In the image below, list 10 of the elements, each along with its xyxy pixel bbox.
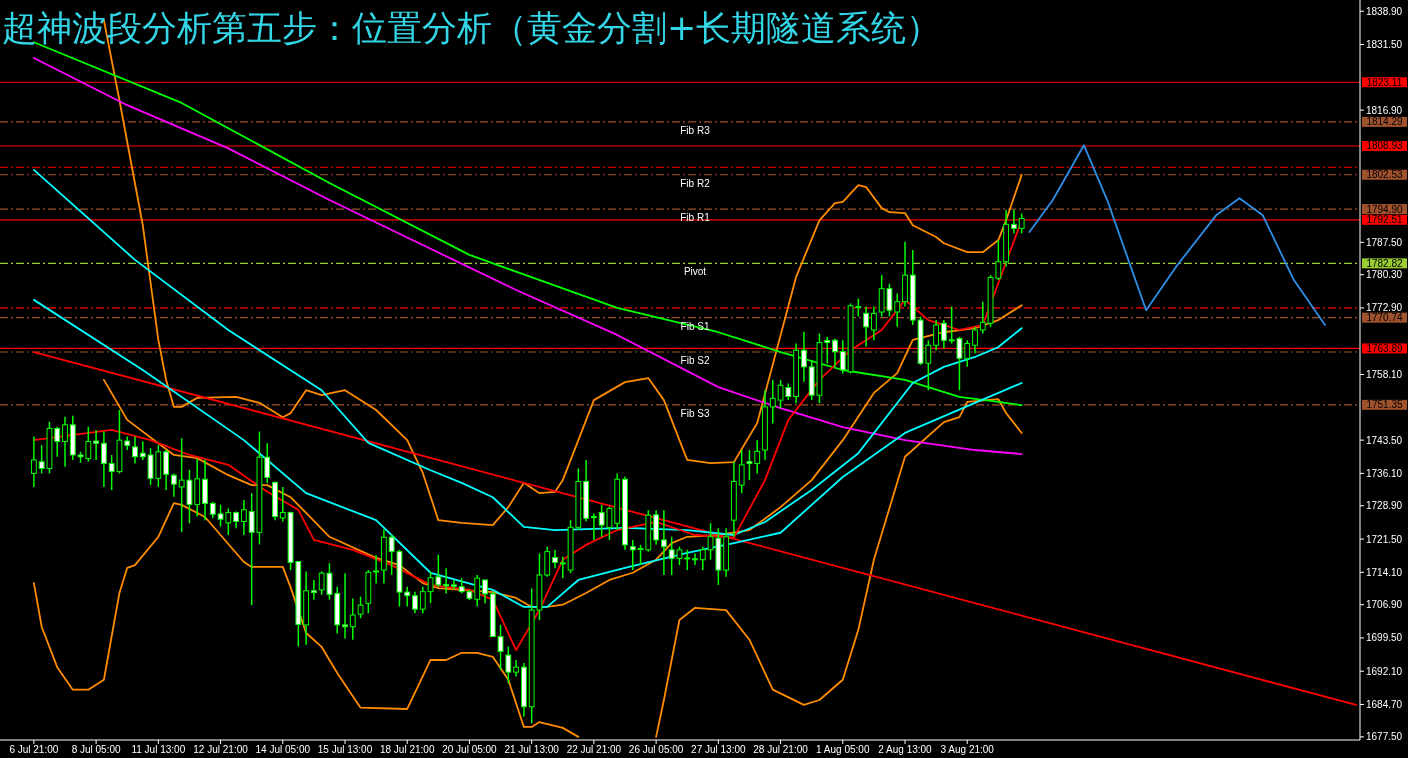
ref-line-label: 1751.35	[1366, 399, 1404, 411]
ref-line-label: 1814.29	[1366, 116, 1404, 128]
ref-line-label: 1823.11	[1366, 76, 1403, 88]
ref-line-label: 1794.90	[1366, 203, 1404, 215]
ref-line-label: 1763.89	[1366, 342, 1404, 354]
ref-line-label: 1808.93	[1366, 140, 1404, 152]
ref-line-label: 1770.74	[1366, 312, 1404, 324]
ref-line-label: 1802.53	[1366, 169, 1404, 181]
ref-line-label: 1792.51	[1366, 214, 1404, 226]
ref-line-label: 1782.82	[1366, 257, 1404, 269]
